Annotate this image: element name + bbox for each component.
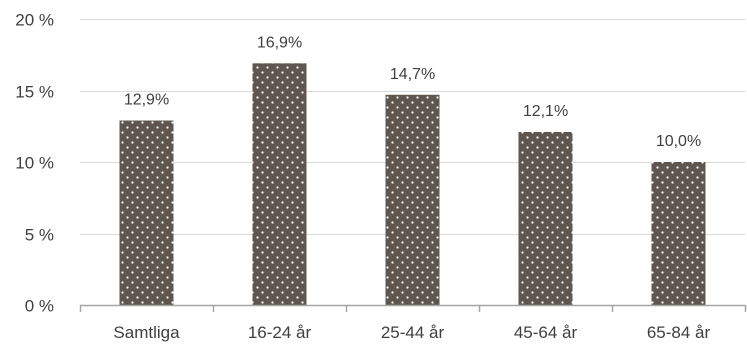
x-axis <box>79 304 747 312</box>
data-label: 12,1% <box>523 103 568 120</box>
y-axis-tick-labels: 0 % 5 % 10 % 15 % 20 % <box>15 11 54 316</box>
category-label: 25-44 år <box>381 323 445 342</box>
y-tick-label: 0 % <box>25 297 54 316</box>
y-tick-label: 10 % <box>15 154 54 173</box>
category-labels: Samtliga 16-24 år 25-44 år 45-64 år 65-84 år <box>113 323 710 342</box>
y-tick-label: 5 % <box>25 226 54 245</box>
bars <box>119 63 706 305</box>
category-label: Samtliga <box>113 323 180 342</box>
bar-2 <box>252 63 307 305</box>
bar-5 <box>651 162 706 305</box>
data-label: 10,0% <box>656 133 701 150</box>
data-label: 12,9% <box>124 92 169 109</box>
data-label: 14,7% <box>390 66 435 83</box>
data-labels: 12,9% 16,9% 14,7% 12,1% 10,0% <box>124 34 701 150</box>
y-tick-label: 15 % <box>15 83 54 102</box>
bar-4 <box>518 131 573 305</box>
y-tick-label: 20 % <box>15 11 54 30</box>
bar-1 <box>119 120 174 305</box>
category-label: 65-84 år <box>647 323 711 342</box>
data-label: 16,9% <box>257 34 302 51</box>
category-label: 45-64 år <box>514 323 578 342</box>
bar-3 <box>385 94 440 305</box>
category-label: 16-24 år <box>248 323 312 342</box>
